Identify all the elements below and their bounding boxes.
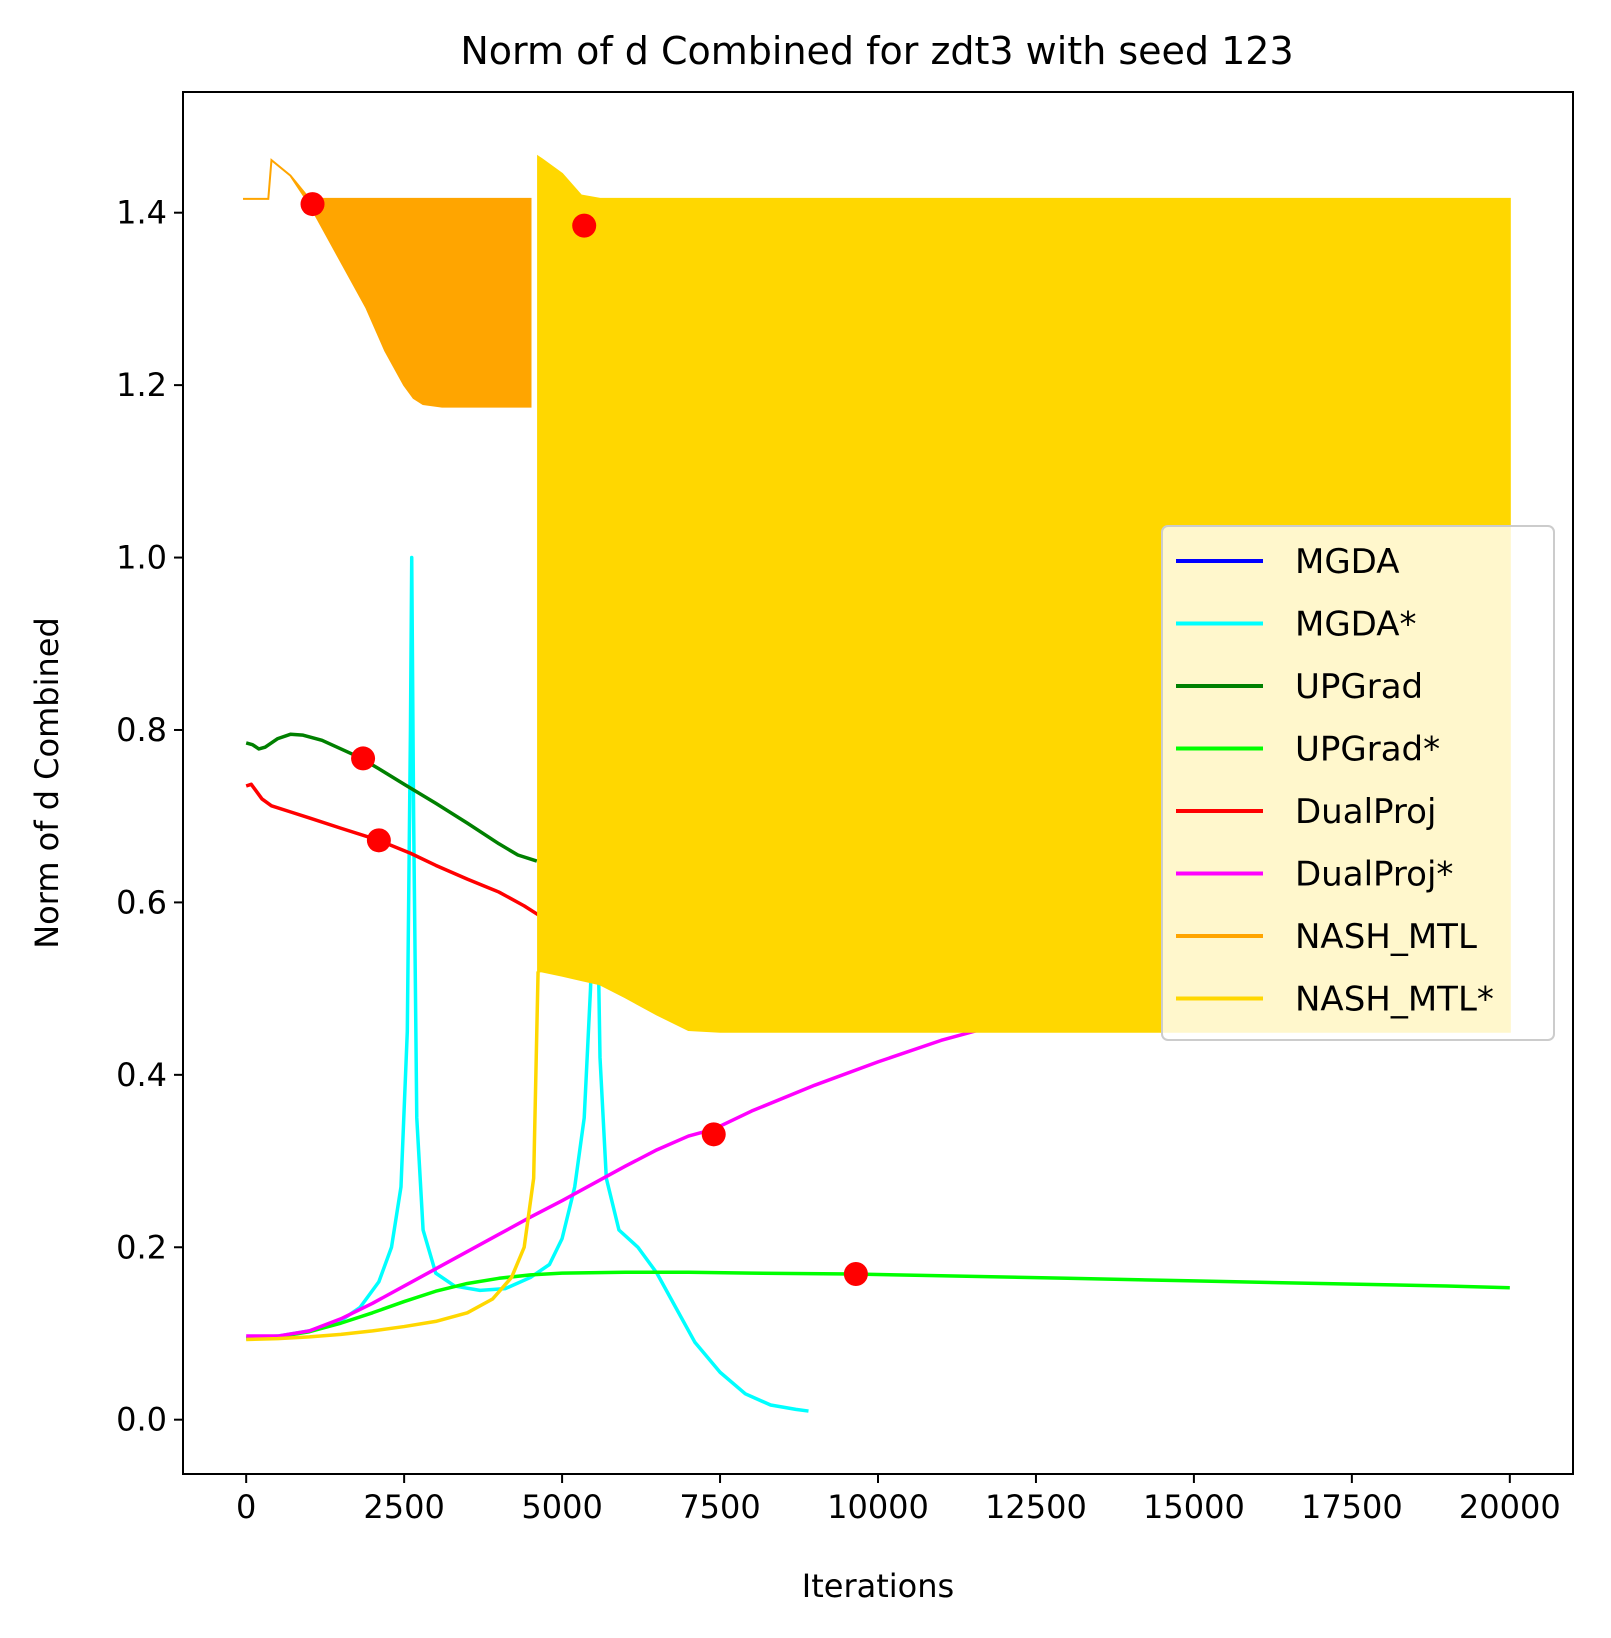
marker-point-4 bbox=[366, 828, 391, 853]
marker-point-3 bbox=[351, 746, 376, 771]
marker-point-2 bbox=[572, 213, 597, 238]
x-tick-label: 0 bbox=[236, 1488, 256, 1526]
legend-label-mgda: MGDA bbox=[1295, 542, 1400, 582]
legend-label-dualproj: DualProj bbox=[1295, 792, 1436, 832]
legend-label-upgrad-star: UPGrad* bbox=[1295, 730, 1440, 770]
marker-layer bbox=[300, 192, 868, 1286]
y-tick-label: 0.2 bbox=[116, 1228, 167, 1266]
legend-label-nash-mtl: NASH_MTL bbox=[1295, 917, 1477, 957]
marker-point-1 bbox=[300, 192, 325, 217]
y-tick-label: 0.0 bbox=[116, 1401, 167, 1439]
y-axis: 0.0 0.2 0.4 0.6 0.8 1.0 1.2 1.4 bbox=[116, 194, 183, 1439]
series-nash-mtl-star-lead-in bbox=[246, 971, 540, 1342]
series-upgrad-star-line bbox=[246, 1270, 1510, 1341]
legend-label-upgrad: UPGrad bbox=[1295, 667, 1423, 707]
chart-title: Norm of d Combined for zdt3 with seed 12… bbox=[460, 29, 1293, 73]
series-mgda-star-line bbox=[246, 555, 809, 1413]
marker-point-6 bbox=[843, 1261, 868, 1286]
x-tick-label: 7500 bbox=[679, 1488, 760, 1526]
y-tick-label: 1.0 bbox=[116, 539, 167, 577]
x-tick-label: 12500 bbox=[985, 1488, 1087, 1526]
legend-label-dualproj-star: DualProj* bbox=[1295, 855, 1453, 895]
legend-label-nash-mtl-star: NASH_MTL* bbox=[1295, 980, 1494, 1020]
x-axis-label: Iterations bbox=[802, 1567, 954, 1605]
y-tick-label: 1.2 bbox=[116, 366, 167, 404]
series-dualproj-star-line bbox=[246, 1021, 1005, 1338]
y-tick-label: 0.4 bbox=[116, 1056, 167, 1094]
y-tick-label: 0.6 bbox=[116, 883, 167, 921]
y-tick-label: 1.4 bbox=[116, 194, 167, 232]
x-axis: 0 2500 5000 7500 10000 12500 15000 17500 20000 bbox=[236, 1474, 1561, 1526]
legend-box bbox=[1161, 525, 1555, 1041]
x-tick-label: 5000 bbox=[521, 1488, 602, 1526]
y-axis-label: Norm of d Combined bbox=[28, 617, 66, 949]
x-tick-label: 20000 bbox=[1459, 1488, 1561, 1526]
x-tick-label: 15000 bbox=[1143, 1488, 1245, 1526]
x-tick-label: 10000 bbox=[827, 1488, 929, 1526]
marker-point-5 bbox=[701, 1122, 726, 1147]
x-tick-label: 17500 bbox=[1301, 1488, 1403, 1526]
series-upgrad-line bbox=[245, 732, 538, 863]
y-tick-label: 0.8 bbox=[116, 711, 167, 749]
legend: MGDA MGDA* UPGrad UPGrad* DualProj DualProj* N… bbox=[1161, 525, 1555, 1041]
x-tick-label: 2500 bbox=[363, 1488, 444, 1526]
series-dualproj-line bbox=[245, 782, 545, 920]
legend-label-mgda-star: MGDA* bbox=[1295, 605, 1417, 645]
